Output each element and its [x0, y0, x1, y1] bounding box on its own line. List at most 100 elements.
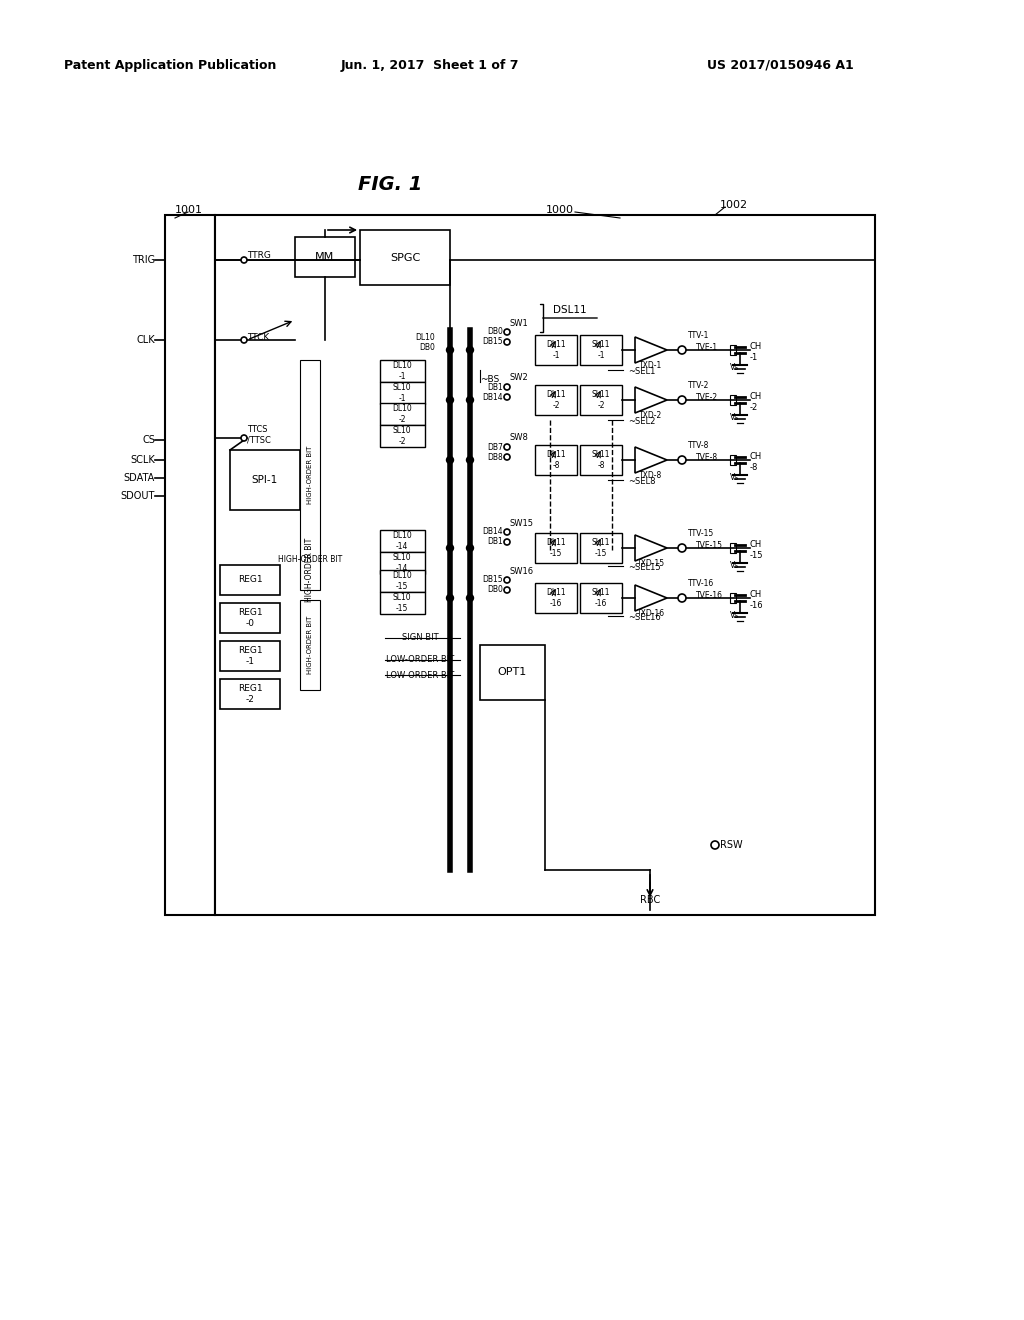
Text: DB0: DB0 — [487, 327, 503, 337]
Text: TRIG: TRIG — [132, 255, 155, 265]
Text: DB1: DB1 — [487, 383, 503, 392]
Polygon shape — [635, 585, 667, 611]
Bar — [380, 570, 425, 591]
Polygon shape — [635, 535, 667, 561]
Circle shape — [504, 529, 510, 535]
Text: ~SEL15: ~SEL15 — [628, 564, 660, 573]
Text: CH
-15: CH -15 — [750, 540, 764, 560]
Circle shape — [504, 539, 510, 545]
Text: HIGH-ORDER BIT: HIGH-ORDER BIT — [278, 556, 342, 565]
Text: SL11
-16: SL11 -16 — [592, 589, 610, 607]
Circle shape — [678, 594, 686, 602]
Text: DL10
-15: DL10 -15 — [392, 572, 412, 591]
Text: HIGH-ORDER BIT: HIGH-ORDER BIT — [307, 446, 313, 504]
Text: REG1: REG1 — [238, 576, 262, 585]
Polygon shape — [635, 337, 667, 363]
Text: DL11
-16: DL11 -16 — [546, 589, 566, 607]
Text: CLK: CLK — [136, 335, 155, 345]
Text: SL10
-2: SL10 -2 — [392, 426, 412, 446]
Text: TVE-1: TVE-1 — [696, 343, 718, 352]
Text: SDOUT: SDOUT — [121, 491, 155, 502]
Bar — [730, 455, 736, 465]
Bar — [730, 593, 736, 603]
Text: SL10
-14: SL10 -14 — [392, 553, 412, 573]
Text: TXD-1: TXD-1 — [639, 362, 663, 371]
Text: DL10
-1: DL10 -1 — [392, 362, 412, 380]
Text: HIGH-ORDER BIT: HIGH-ORDER BIT — [307, 616, 313, 675]
Bar — [220, 642, 280, 671]
Bar — [535, 445, 577, 475]
Bar — [380, 531, 425, 552]
Text: 1002: 1002 — [720, 201, 749, 210]
Text: DB1: DB1 — [487, 537, 503, 546]
Bar — [535, 583, 577, 612]
Circle shape — [467, 544, 473, 552]
Text: TTCK: TTCK — [247, 333, 269, 342]
Bar — [380, 360, 425, 381]
Bar — [295, 238, 355, 277]
Text: DL10
-14: DL10 -14 — [392, 531, 412, 550]
Text: DB7: DB7 — [487, 442, 503, 451]
Bar — [380, 403, 425, 425]
Bar — [730, 345, 736, 355]
Text: CH
-2: CH -2 — [750, 392, 762, 412]
Text: DB0: DB0 — [487, 586, 503, 594]
Text: TTV-16: TTV-16 — [688, 579, 715, 589]
Text: Vs: Vs — [730, 413, 739, 422]
Text: TXD-15: TXD-15 — [637, 560, 665, 569]
Text: REG1
-1: REG1 -1 — [238, 647, 262, 665]
Text: SL11
-2: SL11 -2 — [592, 391, 610, 409]
Text: SW2: SW2 — [510, 374, 528, 383]
Text: TTV-8: TTV-8 — [688, 441, 710, 450]
Circle shape — [241, 337, 247, 343]
Text: TXD-2: TXD-2 — [639, 412, 663, 421]
Text: DB14: DB14 — [482, 392, 503, 401]
Text: TTRG: TTRG — [247, 252, 271, 260]
Text: LOW-ORDER BIT: LOW-ORDER BIT — [386, 656, 454, 664]
Text: HIGH-ORDER BIT: HIGH-ORDER BIT — [305, 537, 314, 602]
Text: 1000: 1000 — [546, 205, 574, 215]
Text: MM: MM — [315, 252, 335, 261]
Text: LOW-ORDER BIT: LOW-ORDER BIT — [386, 671, 454, 680]
Text: DL11
-1: DL11 -1 — [546, 341, 566, 360]
Bar — [230, 450, 300, 510]
Text: REG1
-0: REG1 -0 — [238, 609, 262, 628]
Bar — [220, 678, 280, 709]
Text: SPGC: SPGC — [390, 253, 420, 263]
Text: REG1
-2: REG1 -2 — [238, 684, 262, 704]
Circle shape — [678, 346, 686, 354]
Circle shape — [241, 436, 247, 441]
Text: TVE-15: TVE-15 — [696, 541, 723, 550]
Text: Patent Application Publication: Patent Application Publication — [63, 58, 276, 71]
Circle shape — [504, 339, 510, 345]
Text: TTV-1: TTV-1 — [688, 331, 710, 341]
Text: SL11
-1: SL11 -1 — [592, 341, 610, 360]
Circle shape — [504, 577, 510, 583]
Text: DB8: DB8 — [487, 453, 503, 462]
Bar — [300, 601, 319, 690]
Text: SCLK: SCLK — [130, 455, 155, 465]
Text: TXD-8: TXD-8 — [639, 471, 663, 480]
Text: OPT1: OPT1 — [498, 667, 526, 677]
Text: Vs: Vs — [730, 561, 739, 570]
Text: DL10: DL10 — [416, 333, 435, 342]
Text: Vs: Vs — [730, 474, 739, 483]
Text: DSL11: DSL11 — [553, 305, 587, 315]
Text: SL11
-15: SL11 -15 — [592, 539, 610, 557]
Text: Jun. 1, 2017  Sheet 1 of 7: Jun. 1, 2017 Sheet 1 of 7 — [341, 58, 519, 71]
Text: ~SEL8: ~SEL8 — [628, 478, 655, 487]
Bar — [730, 543, 736, 553]
Text: TTCS: TTCS — [247, 425, 267, 434]
Circle shape — [446, 346, 454, 354]
Circle shape — [446, 544, 454, 552]
Circle shape — [711, 841, 719, 849]
Text: ~BS: ~BS — [480, 375, 500, 384]
Text: CH
-16: CH -16 — [750, 590, 764, 610]
Text: DL10
-2: DL10 -2 — [392, 404, 412, 424]
Bar — [730, 395, 736, 405]
Bar — [215, 215, 874, 915]
Text: SL10
-15: SL10 -15 — [392, 593, 412, 612]
Bar — [360, 230, 450, 285]
Bar — [535, 335, 577, 366]
Bar — [380, 591, 425, 614]
